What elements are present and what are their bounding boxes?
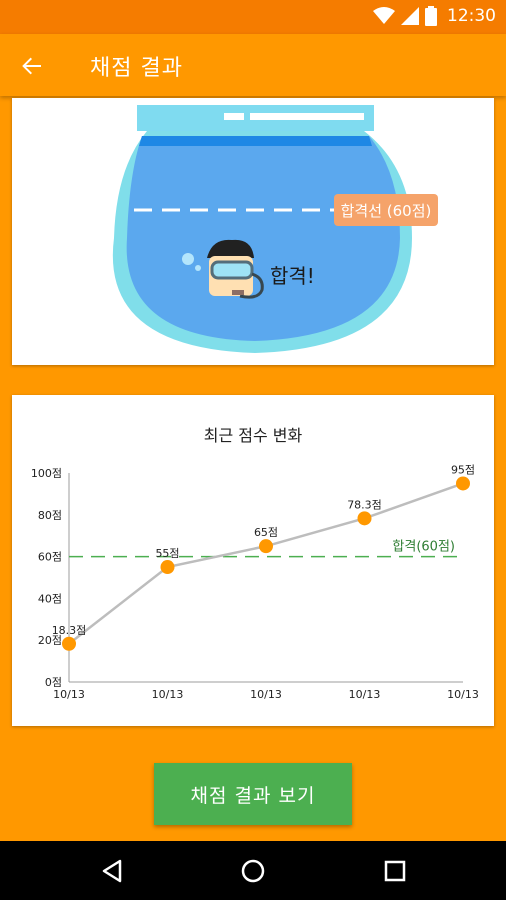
score-data-label: 18.3점 — [52, 624, 87, 637]
arrow-back-icon — [22, 57, 41, 75]
diver-icon — [207, 239, 264, 299]
back-button[interactable] — [14, 48, 50, 84]
y-tick-label: 80점 — [38, 509, 62, 522]
score-data-label: 65점 — [254, 526, 278, 539]
nav-home-icon — [241, 859, 265, 883]
page-title: 채점 결과 — [90, 56, 183, 81]
score-data-point — [259, 539, 273, 554]
x-tick-label: 10/13 — [447, 688, 479, 701]
app-bar: 채점 결과 — [0, 34, 506, 96]
status-time: 12:30 — [447, 6, 496, 26]
x-tick-label: 10/13 — [349, 688, 381, 701]
score-data-label: 55점 — [155, 547, 179, 560]
x-tick-label: 10/13 — [250, 688, 282, 701]
pass-reference-label: 합격(60점) — [392, 540, 455, 555]
cell-signal-icon — [401, 7, 419, 25]
navigation-bar — [0, 841, 506, 900]
score-data-label: 95점 — [451, 463, 475, 476]
x-tick-label: 10/13 — [53, 688, 85, 701]
score-data-point — [160, 560, 175, 575]
view-result-button[interactable]: 채점 결과 보기 — [154, 763, 352, 825]
y-tick-label: 100점 — [31, 467, 62, 480]
nav-back-icon — [102, 859, 122, 883]
battery-icon — [425, 6, 437, 26]
score-data-point — [62, 636, 76, 651]
nav-recents-button[interactable] — [379, 855, 411, 887]
wifi-icon — [373, 7, 395, 24]
nav-home-button[interactable] — [237, 855, 269, 887]
y-tick-label: 0점 — [45, 676, 62, 689]
y-tick-label: 60점 — [38, 551, 62, 564]
score-chart: 0점 20점 40점 60점 80점 100점 10/13 10/13 10/13 10/13 10… — [31, 463, 479, 701]
fishbowl-illustration — [112, 105, 412, 353]
y-tick-label: 40점 — [38, 592, 62, 605]
score-data-point — [357, 511, 372, 526]
y-tick-label: 20점 — [38, 634, 62, 647]
pass-line-badge: 합격선 (60점) — [334, 194, 438, 226]
score-data-point — [456, 476, 470, 491]
x-tick-label: 10/13 — [152, 688, 184, 701]
status-bar: 12:30 — [0, 0, 506, 34]
score-chart-card: 최근 점수 변화 0점 20점 40점 60점 80점 100점 10/13 10/13 10/… — [12, 395, 494, 726]
score-series-line — [68, 482, 464, 645]
result-card: 합격선 (60점) 합격! — [12, 98, 494, 365]
chart-title: 최근 점수 변화 — [203, 426, 303, 445]
nav-recents-icon — [384, 860, 406, 882]
result-text: 합격! — [270, 264, 315, 288]
score-data-label: 78.3점 — [347, 498, 382, 511]
nav-back-button[interactable] — [96, 855, 128, 887]
